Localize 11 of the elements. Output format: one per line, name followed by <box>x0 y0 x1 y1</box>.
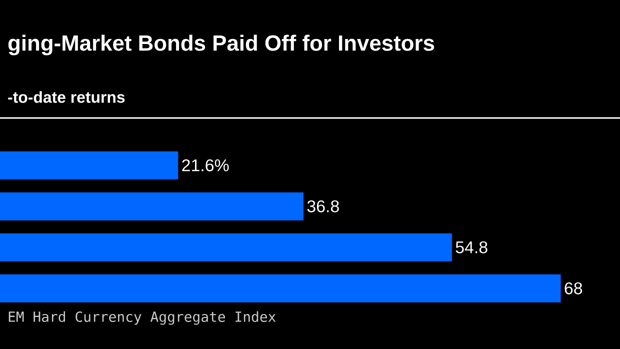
bar <box>0 233 452 262</box>
bar <box>0 274 561 302</box>
bar <box>0 151 178 180</box>
data-label: 36.8 <box>307 200 339 212</box>
text: EM Hard Currency Aggregate Index <box>8 311 276 325</box>
chart-title: ging-Market Bonds Paid Off for Investors <box>8 34 434 56</box>
data-label: 54.8 <box>456 241 488 254</box>
data-label: 21.6% <box>182 159 229 172</box>
bar <box>0 192 304 220</box>
data-label: 68 <box>564 282 582 294</box>
chart-subtitle: -to-date returns <box>8 91 125 103</box>
